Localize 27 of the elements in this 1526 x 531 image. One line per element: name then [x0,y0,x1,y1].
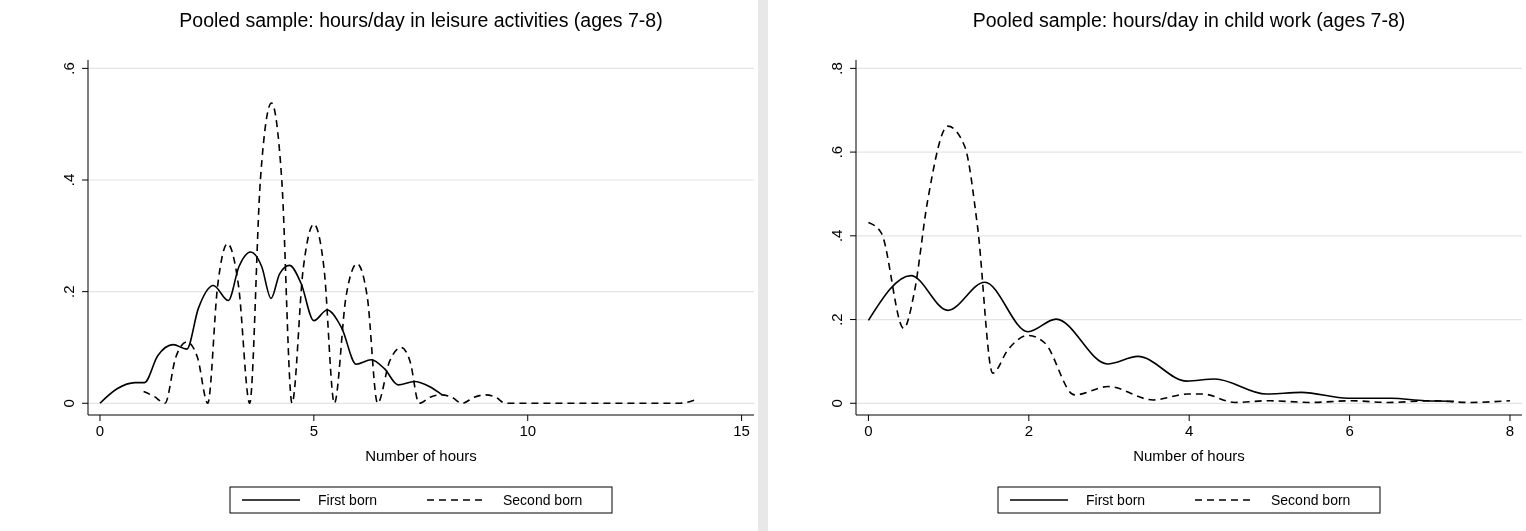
x-axis-title: Number of hours [1133,447,1245,464]
y-tick-label: .6 [828,145,845,159]
y-tick-label: .4 [828,229,845,243]
legend-label: First born [318,492,378,508]
y-tick-label: .2 [828,313,845,326]
chart-title: Pooled sample: hours/day in leisure activities (ages 7-8) [179,9,663,31]
x-axis-title: Number of hours [365,447,477,464]
y-tick-label: .6 [60,62,77,75]
x-tick-label: 10 [519,422,537,439]
x-tick-label: 15 [733,422,750,439]
legend-label: Second born [503,492,583,508]
x-tick-label: 6 [1345,422,1354,439]
x-tick-label: 0 [95,422,105,439]
y-tick-label: 0 [828,399,845,408]
y-tick-label: 0 [60,399,77,408]
y-tick-label: .2 [60,285,77,298]
x-tick-label: 0 [864,422,873,439]
line-series [867,125,1511,404]
x-tick-label: 2 [1024,422,1033,439]
x-tick-label: 4 [1185,422,1194,439]
chart-title: Pooled sample: hours/day in child work (ages 7-8) [972,9,1406,31]
legend-label: First born [1086,492,1146,508]
y-tick-label: .4 [60,173,77,187]
x-tick-label: 8 [1505,422,1515,439]
x-tick-label: 5 [309,422,319,439]
y-tick-label: .8 [828,62,845,75]
legend-label: Second born [1271,492,1351,508]
